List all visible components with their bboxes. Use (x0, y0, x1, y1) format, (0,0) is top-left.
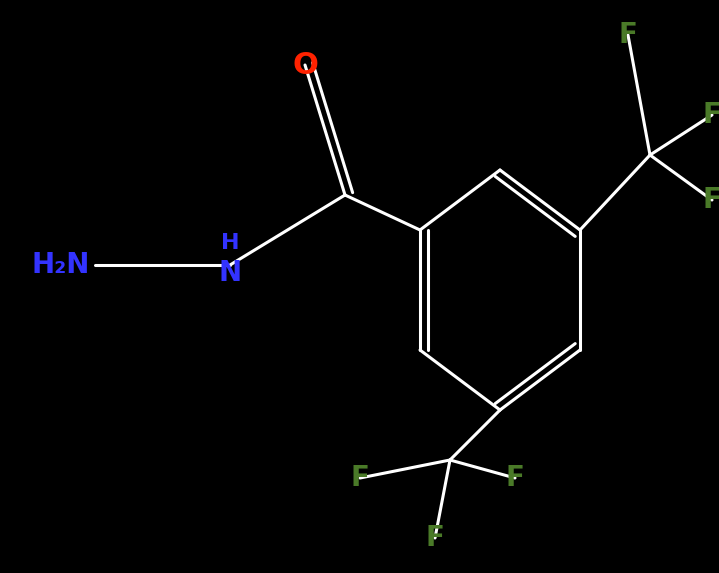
Text: H₂N: H₂N (32, 251, 90, 279)
Text: F: F (426, 524, 444, 552)
Text: N: N (219, 259, 242, 287)
Text: H: H (221, 233, 239, 253)
Text: F: F (351, 464, 370, 492)
Text: F: F (505, 464, 524, 492)
Text: F: F (618, 21, 638, 49)
Text: F: F (702, 101, 719, 129)
Text: F: F (702, 186, 719, 214)
Text: O: O (292, 50, 318, 80)
